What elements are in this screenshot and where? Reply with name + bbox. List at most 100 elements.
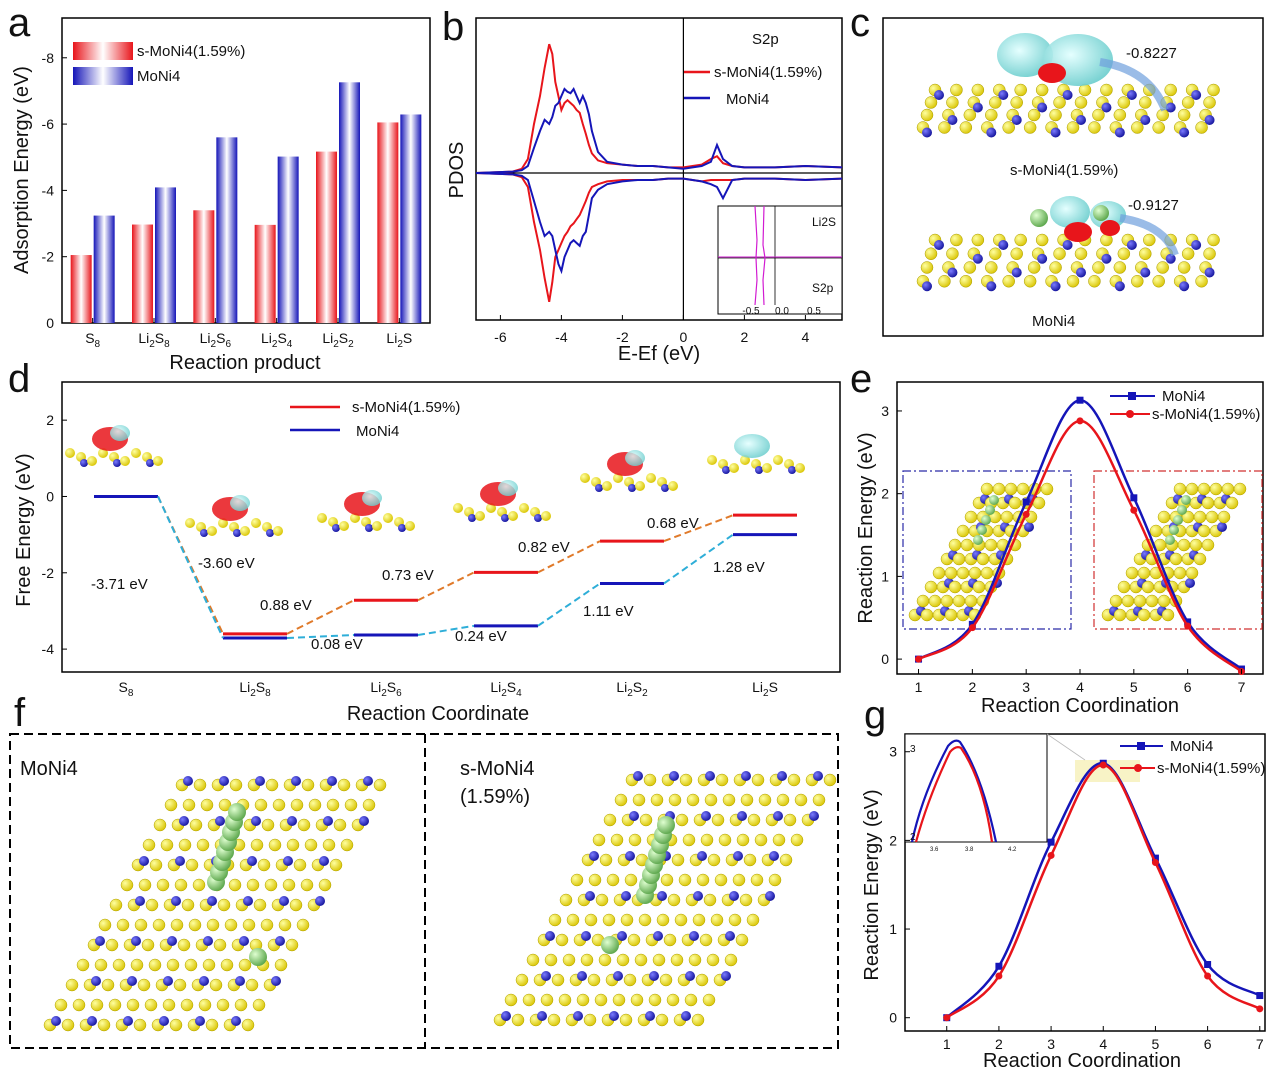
mo-atom [501,514,509,522]
mo-atom [689,931,699,941]
ni-atom [638,913,652,927]
ni-atom [688,953,702,967]
mo-atom [649,971,659,981]
ni-atom [671,853,685,867]
inset-g-xtick-3: 4.2 [1008,847,1017,853]
mo-atom [765,891,775,901]
mo-atom [283,856,293,866]
bar-moni4 [155,187,176,323]
ni-atom [920,108,934,122]
s-atom [1177,505,1187,515]
ni-atom [652,953,666,967]
mo-atom [701,811,711,821]
legend-label-moni4-b: MoNi4 [726,91,769,108]
ni-atom [920,261,934,274]
ni-atom [1014,83,1027,97]
plot-frame-d [61,381,841,673]
ni-atom [932,566,946,580]
mo-atom [291,776,301,786]
s-atom [657,816,675,834]
mo-atom [1179,281,1190,292]
ni-atom [130,958,144,972]
y-tick-label-a: -2 [42,249,55,265]
mo-atom [725,931,735,941]
ni-atom [976,552,990,566]
inset-b-tick-3: 0.5 [807,306,821,317]
mo-atom [1217,522,1227,532]
ni-atom [772,833,786,847]
ni-atom [192,878,206,892]
mo-atom [266,529,274,537]
ni-atom [1217,510,1231,524]
charge-density-cloud [230,495,250,511]
mo-atom [87,1016,97,1026]
mo-atom [199,976,209,986]
panel-label-b: b [442,5,464,49]
mo-atom [934,90,944,100]
ni-atom [562,953,576,967]
ni-atom [762,463,772,473]
ni-atom [795,463,805,473]
ni-atom [1049,108,1062,122]
mo-atom [1050,127,1061,138]
label-smoni4-f-strain: (1.59%) [460,786,530,808]
ni-atom [189,818,203,832]
ni-atom [963,108,977,122]
legend-label-moni4-g: MoNi4 [1170,738,1213,755]
marker-moni4 [1047,838,1055,846]
ni-atom [959,275,973,288]
panel-a: a S8 Li2S8 Li2S6 Li2S4 Li2S2 Li2S 0 -2 -4 -6 -8 Ad… [8,1,431,374]
marker-smoni4 [1130,506,1138,514]
mo-atom [998,90,1009,100]
ni-atom [138,878,152,892]
bar-moni4 [400,114,422,323]
label-moni4-f: MoNi4 [20,758,78,780]
ni-atom [1035,83,1049,97]
ni-atom [289,898,303,912]
ni-atom [551,973,565,987]
x-tick-label-b: -4 [555,329,568,345]
ni-atom [692,913,706,927]
marker-moni4 [1076,396,1084,404]
energy-levels-d [94,494,797,640]
charge-density-cloud [110,425,130,441]
ni-atom [160,838,174,852]
s-atom [981,515,991,525]
ni-atom [587,973,601,987]
mo-atom [693,891,703,901]
x-tick-label: 4 [1076,679,1084,695]
ni-atom [293,858,307,872]
annotation-d-4: 0.73 eV [382,567,434,584]
mo-atom [773,811,783,821]
ni-atom [137,978,151,992]
mo-atom [661,484,669,492]
mo-atom [788,466,796,474]
ticks-e: 1 2 3 4 5 6 7 0 1 2 3 [881,403,1245,695]
ni-atom [956,524,970,538]
ni-atom [1193,552,1207,566]
mo-atom [1011,115,1022,125]
ni-atom [950,233,963,247]
marker-moni4 [1256,992,1264,1000]
inset-g-curve-smoni4 [914,746,994,843]
ni-atom [928,594,942,608]
ni-atom [648,993,662,1007]
ni-atom [519,503,529,513]
panel-label-a: a [8,1,31,45]
inset-g [904,733,1048,843]
marker-smoni4 [1076,417,1084,425]
ni-atom [956,566,970,580]
ni-atom [1117,247,1131,260]
label-smoni4-f: s-MoNi4 [460,758,534,780]
ni-atom [285,938,299,952]
ni-atom [98,918,112,932]
mo-atom [135,896,145,906]
slab-structure-moni4-f [43,776,387,1032]
ni-atom [1088,121,1101,134]
ni-atom [946,247,959,260]
x-tick-label-a: Li2S6 [200,330,232,350]
ni-atom [213,938,227,952]
caption-moni4-c: MoNi4 [1032,313,1075,330]
mo-atom [1101,102,1112,113]
slab-structures-e [908,482,1247,622]
